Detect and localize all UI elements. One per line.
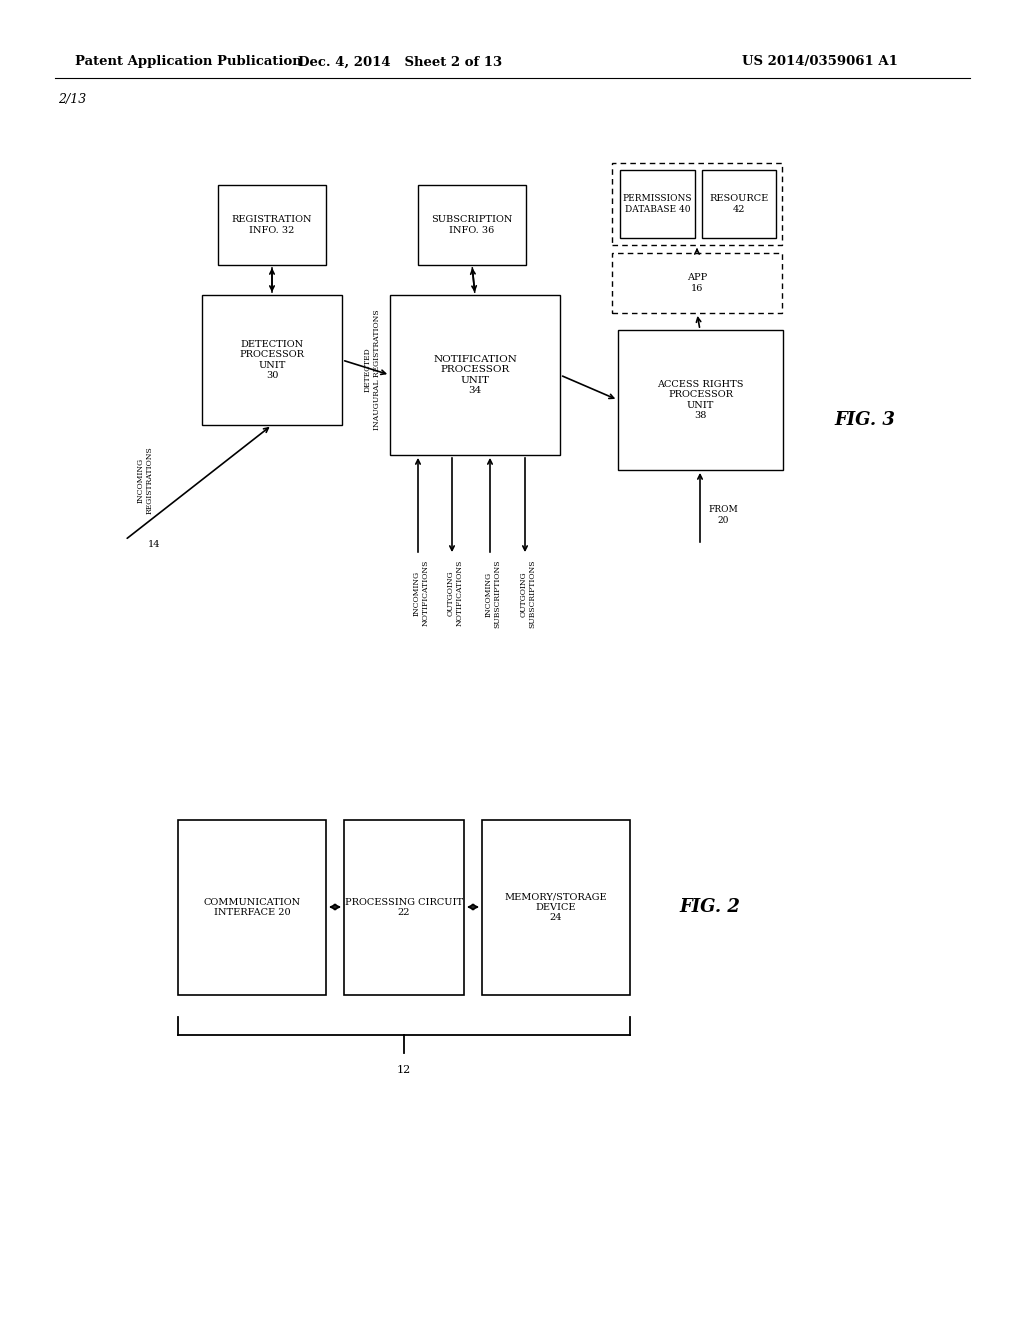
Text: MEMORY/STORAGE
DEVICE
24: MEMORY/STORAGE DEVICE 24: [505, 892, 607, 923]
Bar: [178, 820, 326, 995]
Bar: [482, 820, 630, 995]
Text: 12: 12: [397, 1065, 411, 1074]
Text: APP
16: APP 16: [687, 273, 708, 293]
Text: ACCESS RIGHTS
PROCESSOR
UNIT
38: ACCESS RIGHTS PROCESSOR UNIT 38: [657, 380, 743, 420]
Text: 14: 14: [148, 540, 161, 549]
Text: OUTGOING
SUBSCRIPTIONS: OUTGOING SUBSCRIPTIONS: [519, 560, 537, 628]
Text: SUBSCRIPTION
INFO. 36: SUBSCRIPTION INFO. 36: [431, 215, 513, 235]
Text: FIG. 2: FIG. 2: [680, 898, 740, 916]
Text: INCOMING
REGISTRATIONS: INCOMING REGISTRATIONS: [136, 446, 154, 513]
Bar: [418, 185, 526, 265]
Bar: [202, 294, 342, 425]
Bar: [618, 330, 783, 470]
Text: PROCESSING CIRCUIT
22: PROCESSING CIRCUIT 22: [345, 898, 463, 917]
Text: DETECTION
PROCESSOR
UNIT
30: DETECTION PROCESSOR UNIT 30: [240, 339, 304, 380]
Bar: [612, 162, 782, 246]
Bar: [612, 253, 782, 313]
Bar: [620, 170, 695, 238]
Text: OUTGOING
NOTIFICATIONS: OUTGOING NOTIFICATIONS: [446, 560, 464, 627]
Text: 2/13: 2/13: [58, 94, 86, 107]
Text: PERMISSIONS
DATABASE 40: PERMISSIONS DATABASE 40: [623, 194, 692, 214]
Text: US 2014/0359061 A1: US 2014/0359061 A1: [742, 55, 898, 69]
Text: INCOMING
SUBSCRIPTIONS: INCOMING SUBSCRIPTIONS: [484, 560, 502, 628]
Text: Dec. 4, 2014   Sheet 2 of 13: Dec. 4, 2014 Sheet 2 of 13: [298, 55, 502, 69]
Text: INCOMING
NOTIFICATIONS: INCOMING NOTIFICATIONS: [413, 560, 430, 627]
Text: DETECTED
INAUGURAL REGISTRATIONS: DETECTED INAUGURAL REGISTRATIONS: [364, 310, 381, 430]
Text: REGISTRATION
INFO. 32: REGISTRATION INFO. 32: [231, 215, 312, 235]
Text: COMMUNICATION
INTERFACE 20: COMMUNICATION INTERFACE 20: [204, 898, 301, 917]
Text: FROM
20: FROM 20: [708, 506, 737, 525]
Text: RESOURCE
42: RESOURCE 42: [710, 194, 769, 214]
Bar: [390, 294, 560, 455]
Text: Patent Application Publication: Patent Application Publication: [75, 55, 302, 69]
Bar: [702, 170, 776, 238]
Bar: [218, 185, 326, 265]
Text: FIG. 3: FIG. 3: [835, 411, 895, 429]
Bar: [344, 820, 464, 995]
Text: NOTIFICATION
PROCESSOR
UNIT
34: NOTIFICATION PROCESSOR UNIT 34: [433, 355, 517, 395]
